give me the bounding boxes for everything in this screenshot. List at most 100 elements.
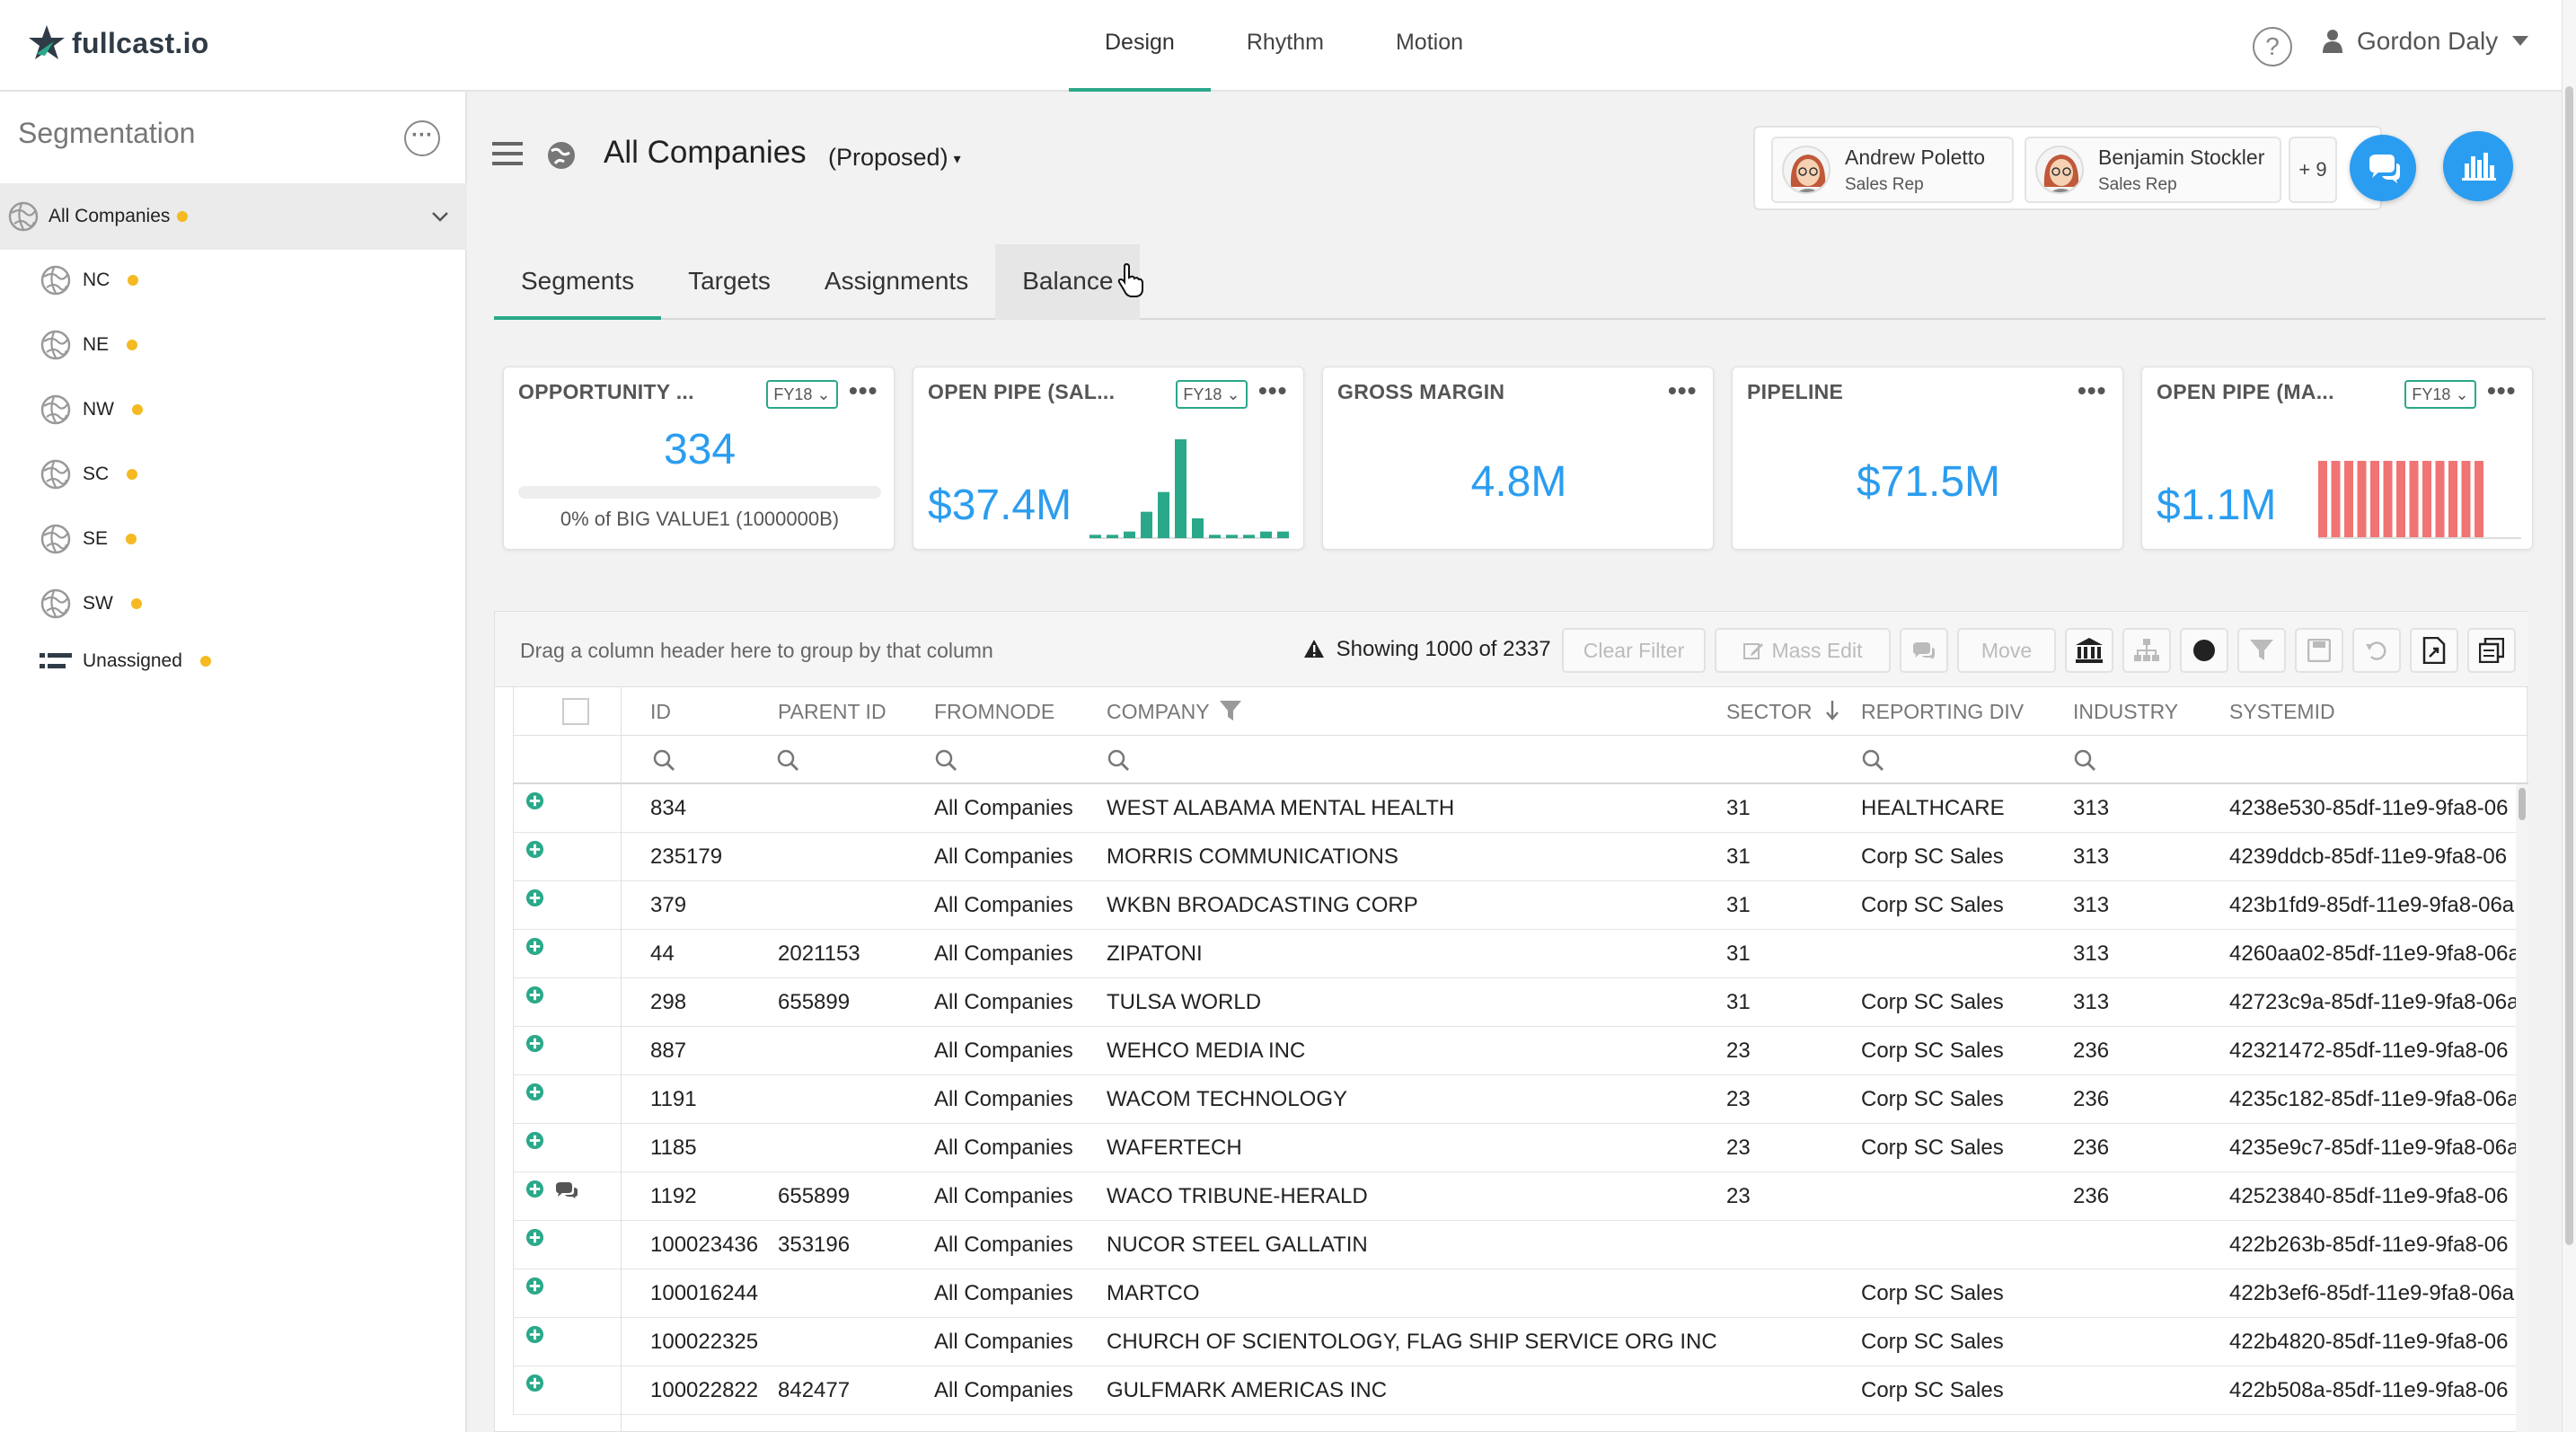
cell-from[interactable]: All Companies <box>934 990 1073 1014</box>
cell-parent[interactable]: 2021153 <box>778 941 860 966</box>
cell-company[interactable]: GULFMARK AMERICAS INC <box>1107 1378 1388 1402</box>
card-menu-icon[interactable]: ••• <box>849 376 878 404</box>
column-header-fromnode[interactable]: FROMNODE <box>934 700 1055 723</box>
columns-button[interactable] <box>2467 628 2516 673</box>
tab-assignments[interactable]: Assignments <box>824 267 969 295</box>
search-icon[interactable] <box>1107 748 1130 772</box>
cell-industry[interactable]: 236 <box>2073 1087 2110 1111</box>
cell-industry[interactable]: 313 <box>2073 796 2110 820</box>
cell-sector[interactable]: 31 <box>1726 796 1751 820</box>
cell-industry[interactable]: 236 <box>2073 1136 2110 1160</box>
cell-from[interactable]: All Companies <box>934 1330 1073 1354</box>
cell-from[interactable]: All Companies <box>934 1039 1073 1063</box>
sidebar-item-unassigned[interactable]: Unassigned <box>40 643 211 679</box>
scrollbar-thumb[interactable] <box>2565 86 2573 1245</box>
hamburger-menu-icon[interactable] <box>492 140 523 172</box>
cell-company[interactable]: WAFERTECH <box>1107 1136 1242 1160</box>
cell-sector[interactable]: 31 <box>1726 893 1751 917</box>
nav-tab-design[interactable]: Design <box>1069 0 1211 92</box>
cell-industry[interactable]: 313 <box>2073 844 2110 869</box>
cell-from[interactable]: All Companies <box>934 796 1073 820</box>
add-circle-icon[interactable] <box>525 1277 544 1295</box>
cell-company[interactable]: TULSA WORLD <box>1107 990 1262 1014</box>
cell-parent[interactable] <box>778 1269 931 1318</box>
table-row[interactable]: 44 2021153 All Companies ZIPATONI 31 313 4260a… <box>513 930 2528 978</box>
column-header-reporting-div[interactable]: REPORTING DIV <box>1861 700 2025 723</box>
undo-button[interactable] <box>2352 628 2401 673</box>
cell-industry[interactable]: 313 <box>2073 941 2110 966</box>
cell-industry[interactable] <box>2073 1366 2226 1415</box>
cell-id[interactable]: 235179 <box>650 844 723 869</box>
cell-industry[interactable]: 236 <box>2073 1039 2110 1063</box>
cell-id[interactable]: 100022822 <box>650 1378 759 1402</box>
select-all-checkbox[interactable] <box>562 698 589 725</box>
scrollbar-thumb[interactable] <box>2519 788 2526 820</box>
cell-company[interactable]: WEHCO MEDIA INC <box>1107 1039 1306 1063</box>
more-options-icon[interactable]: ··· <box>404 120 440 156</box>
comment-icon[interactable] <box>555 1181 578 1199</box>
cell-parent[interactable]: 655899 <box>778 1184 851 1208</box>
cell-sys[interactable]: 4235c182-85df-11e9-9fa8-06a <box>2229 1087 2519 1111</box>
hierarchy-button[interactable] <box>2122 628 2171 673</box>
cell-company[interactable]: WKBN BROADCASTING CORP <box>1107 893 1418 917</box>
analytics-button[interactable] <box>2443 131 2513 201</box>
cell-parent[interactable]: 353196 <box>778 1233 851 1257</box>
cell-sys[interactable]: 422b3ef6-85df-11e9-9fa8-06a <box>2229 1281 2515 1305</box>
cell-sector[interactable]: 31 <box>1726 844 1751 869</box>
table-row[interactable]: 834 All Companies WEST ALABAMA MENTAL HEAL… <box>513 784 2528 833</box>
cell-sector[interactable] <box>1726 1318 1852 1366</box>
save-button[interactable] <box>2295 628 2343 673</box>
help-icon[interactable]: ? <box>2253 27 2292 66</box>
tab-balance[interactable]: Balance <box>995 244 1141 320</box>
search-icon[interactable] <box>652 748 675 772</box>
cell-sector[interactable]: 23 <box>1726 1087 1751 1111</box>
cell-sys[interactable]: 42321472-85df-11e9-9fa8-06 <box>2229 1039 2509 1063</box>
cell-from[interactable]: All Companies <box>934 941 1073 966</box>
cell-id[interactable]: 887 <box>650 1039 687 1063</box>
cell-sys[interactable]: 42723c9a-85df-11e9-9fa8-06a <box>2229 990 2519 1014</box>
cell-div[interactable]: HEALTHCARE <box>1861 796 2005 820</box>
table-row[interactable]: 100022822 842477 All Companies GULFMARK AME… <box>513 1366 2528 1415</box>
page-scrollbar[interactable] <box>2562 0 2576 1432</box>
add-circle-icon[interactable] <box>525 986 544 1004</box>
clear-filter-button[interactable]: Clear Filter <box>1562 628 1706 673</box>
user-menu[interactable]: Gordon Daly <box>2323 27 2529 56</box>
sidebar-item-se[interactable]: SE <box>40 521 137 557</box>
cell-sys[interactable]: 422b4820-85df-11e9-9fa8-06 <box>2229 1330 2509 1354</box>
table-row[interactable]: 100016244 All Companies MARTCO Corp SC Sale… <box>513 1269 2528 1318</box>
cell-sector[interactable]: 23 <box>1726 1184 1751 1208</box>
chat-button[interactable] <box>2350 135 2416 201</box>
add-circle-icon[interactable] <box>525 791 544 810</box>
cell-from[interactable]: All Companies <box>934 1136 1073 1160</box>
cell-id[interactable]: 44 <box>650 941 675 966</box>
sidebar-item-sc[interactable]: SC <box>40 456 138 492</box>
cell-id[interactable]: 100016244 <box>650 1281 759 1305</box>
cell-sys[interactable]: 4260aa02-85df-11e9-9fa8-06a <box>2229 941 2520 966</box>
cell-id[interactable]: 298 <box>650 990 687 1014</box>
cell-industry[interactable] <box>2073 1269 2226 1318</box>
cell-parent[interactable] <box>778 1124 931 1172</box>
cell-parent[interactable]: 655899 <box>778 990 851 1014</box>
search-icon[interactable] <box>2073 748 2096 772</box>
cell-company[interactable]: WEST ALABAMA MENTAL HEALTH <box>1107 796 1455 820</box>
cell-div[interactable]: Corp SC Sales <box>1861 1136 2004 1160</box>
cell-sector[interactable] <box>1726 1269 1852 1318</box>
cell-company[interactable]: MORRIS COMMUNICATIONS <box>1107 844 1398 869</box>
cell-sys[interactable]: 422b263b-85df-11e9-9fa8-06 <box>2229 1233 2509 1257</box>
record-button[interactable] <box>2180 628 2228 673</box>
comment-button[interactable] <box>1900 628 1948 673</box>
sidebar-item-nw[interactable]: NW <box>40 392 143 428</box>
cell-sector[interactable]: 31 <box>1726 990 1751 1014</box>
filter-button[interactable] <box>2237 628 2286 673</box>
cell-from[interactable]: All Companies <box>934 1281 1073 1305</box>
cell-sys[interactable]: 422b508a-85df-11e9-9fa8-06 <box>2229 1378 2509 1402</box>
column-header-sector[interactable]: SECTOR <box>1726 687 1839 736</box>
add-circle-icon[interactable] <box>525 1228 544 1247</box>
cell-sector[interactable]: 23 <box>1726 1136 1751 1160</box>
tab-targets[interactable]: Targets <box>688 267 771 295</box>
mass-edit-button[interactable]: Mass Edit <box>1715 628 1891 673</box>
cell-sector[interactable] <box>1726 1221 1852 1269</box>
cell-id[interactable]: 100022325 <box>650 1330 759 1354</box>
cell-parent[interactable] <box>778 881 931 930</box>
cell-div[interactable] <box>1861 1221 2068 1269</box>
